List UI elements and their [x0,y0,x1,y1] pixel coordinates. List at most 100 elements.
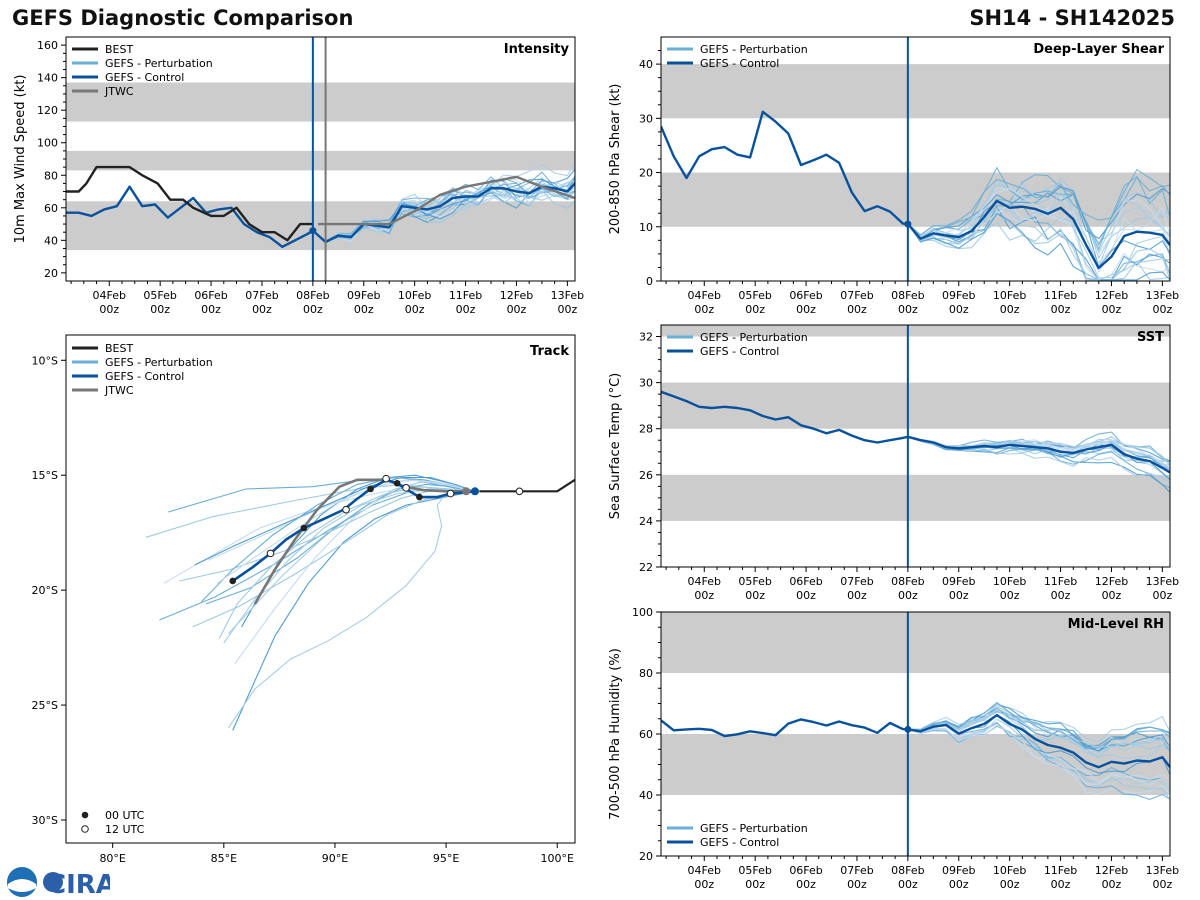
intensity-xtick-date: 04Feb [93,289,126,302]
shear-xtick-hour: 00z [694,303,714,316]
rh-init-point [904,725,912,733]
legend-00utc-label: 00 UTC [105,809,145,822]
rh-perturbation-line [907,724,1170,794]
track-lat-label: 30°S [32,814,58,827]
track-lon-label: 90°E [322,852,348,865]
shear-perturbation-line [907,178,1170,253]
track-12utc-point [446,489,455,498]
track-lat-label: 25°S [32,699,58,712]
shear-xtick-hour: 00z [745,303,765,316]
track-lon-label: 85°E [211,852,237,865]
intensity-ytick-label: 40 [44,234,58,247]
track-12utc-point [266,549,275,558]
rh-legend-label: GEFS - Control [700,836,779,849]
shear-ytick-label: 40 [639,58,653,71]
track-legend-label: BEST [105,342,133,355]
intensity-band-2 [66,82,575,122]
sst-xtick-date: 08Feb [891,575,924,588]
rh-xtick-date: 12Feb [1095,864,1128,877]
track-frame [65,334,576,844]
track-lon-label: 100°E [540,852,573,865]
shear-xtick-date: 13Feb [1146,289,1179,302]
rh-xtick-date: 07Feb [840,864,873,877]
rh-perturbation-line [907,705,1170,743]
track-lat-label: 15°S [32,469,58,482]
track-lat-label: 10°S [32,354,58,367]
track-legend-label: GEFS - Perturbation [105,356,213,369]
rh-xtick-hour: 00z [1102,878,1122,891]
sst-ytick-label: 26 [639,469,653,482]
shear-plot-area [661,37,1170,281]
storm-id-title: SH14 - SH142025 [969,6,1175,30]
sst-xtick-hour: 00z [1152,589,1172,602]
intensity-legend-label: GEFS - Control [105,71,184,84]
shear-ylabel: 200-850 hPa Shear (kt) [608,84,623,235]
track-panel-title: Track [530,344,569,359]
shear-xtick-hour: 00z [898,303,918,316]
shear-xtick-date: 08Feb [891,289,924,302]
shear-perturbation-line [907,187,1170,240]
sst-xtick-date: 05Feb [738,575,771,588]
rh-xtick-hour: 00z [796,878,816,891]
intensity-ytick-label: 100 [37,137,58,150]
shear-band-0 [661,172,1170,227]
intensity-xtick-hour: 00z [201,303,221,316]
track-00utc-point [229,577,237,585]
shear-panel-title: Deep-Layer Shear [1033,42,1164,57]
shear-xtick-date: 12Feb [1095,289,1128,302]
sst-xtick-date: 07Feb [840,575,873,588]
track-00utc-point [367,485,374,493]
track-plot-area [145,474,575,731]
intensity-control-line [312,182,575,244]
intensity-ytick-label: 60 [44,202,58,215]
intensity-xtick-hour: 00z [507,303,527,316]
sst-ytick-label: 28 [639,423,653,436]
sst-ytick-label: 30 [639,377,653,390]
track-lat-label: 20°S [32,584,58,597]
sst-xtick-date: 09Feb [942,575,975,588]
intensity-ytick-label: 80 [44,169,58,182]
shear-perturbation-line [907,186,1170,268]
shear-xtick-hour: 00z [796,303,816,316]
intensity-xtick-hour: 00z [303,303,323,316]
rh-panel-title: Mid-Level RH [1068,617,1164,632]
shear-perturbation-line [907,216,1170,281]
sst-xtick-hour: 00z [898,589,918,602]
track-chart: 80°E 85°E 90°E 95°E 100°E 10°S 15°S 20°S 25°S 30°… [32,334,576,865]
intensity-band-0 [66,201,575,251]
rh-ylabel: 700-500 hPa Humidity (%) [608,648,623,820]
intensity-ytick-label: 120 [37,104,58,117]
rh-xtick-hour: 00z [898,878,918,891]
rh-xtick-date: 04Feb [688,864,721,877]
track-00utc-point [416,493,423,501]
track-00utc-point [300,524,308,532]
shear-perturbation-line [907,166,1170,251]
shear-legend-label: GEFS - Perturbation [700,43,808,56]
rh-xtick-hour: 00z [949,878,969,891]
intensity-xtick-hour: 00z [405,303,425,316]
rh-xtick-date: 13Feb [1146,864,1179,877]
rh-ytick-label: 80 [639,667,653,680]
sst-control-line [661,390,1170,474]
sst-xtick-date: 12Feb [1095,575,1128,588]
intensity-init-point [309,227,317,235]
sst-panel-title: SST [1137,330,1164,345]
intensity-jtwc-line [318,175,575,226]
shear-chart: 01020304004Feb00z05Feb00z06Feb00z07Feb00… [608,36,1179,316]
rh-xtick-hour: 00z [745,878,765,891]
shear-ytick-label: 30 [639,112,653,125]
legend-12utc-marker [81,825,89,833]
track-12utc-point [382,474,390,483]
sst-xtick-hour: 00z [796,589,816,602]
perturbation-track [179,488,476,582]
rh-perturbation-line [907,718,1170,783]
track-legend-label: JTWC [104,384,134,397]
intensity-panel-title: Intensity [504,42,570,57]
intensity-xtick-date: 10Feb [398,289,431,302]
rh-legend-label: GEFS - Perturbation [700,822,808,835]
sst-chart: 22242628303204Feb00z05Feb00z06Feb00z07Fe… [608,324,1179,602]
rh-xtick-hour: 00z [1152,878,1172,891]
rh-xtick-hour: 00z [694,878,714,891]
intensity-xtick-hour: 00z [150,303,170,316]
track-lon-label: 80°E [99,852,125,865]
